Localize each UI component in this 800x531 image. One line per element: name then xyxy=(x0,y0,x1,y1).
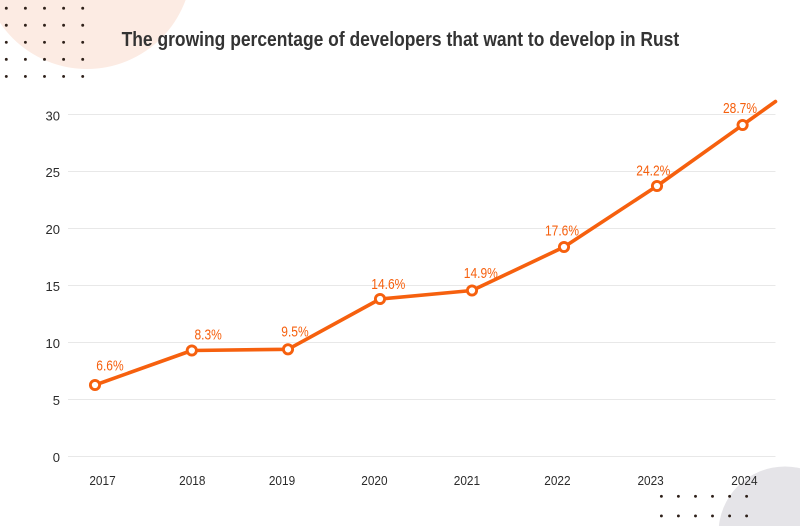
svg-text:2020: 2020 xyxy=(361,473,387,488)
svg-text:5: 5 xyxy=(53,393,60,408)
svg-text:0: 0 xyxy=(53,450,60,465)
svg-text:24.2%: 24.2% xyxy=(636,162,670,178)
svg-text:9.5%: 9.5% xyxy=(281,324,309,340)
svg-text:8.3%: 8.3% xyxy=(195,326,223,342)
svg-text:30: 30 xyxy=(46,108,60,123)
svg-text:2024: 2024 xyxy=(731,473,757,488)
svg-text:2018: 2018 xyxy=(179,473,205,488)
svg-text:20: 20 xyxy=(46,222,60,237)
svg-text:14.9%: 14.9% xyxy=(464,265,498,281)
svg-text:17.6%: 17.6% xyxy=(545,222,579,238)
svg-text:2022: 2022 xyxy=(544,473,570,488)
svg-text:2017: 2017 xyxy=(89,473,115,488)
svg-text:2021: 2021 xyxy=(454,473,480,488)
svg-text:2023: 2023 xyxy=(637,473,663,488)
svg-text:15: 15 xyxy=(46,279,60,294)
svg-text:14.6%: 14.6% xyxy=(371,276,405,292)
svg-text:The growing percentage of deve: The growing percentage of developers tha… xyxy=(122,28,680,50)
svg-text:10: 10 xyxy=(46,336,60,351)
svg-text:28.7%: 28.7% xyxy=(723,100,757,116)
svg-text:25: 25 xyxy=(46,165,60,180)
svg-text:2019: 2019 xyxy=(269,473,295,488)
svg-text:6.6%: 6.6% xyxy=(96,358,124,374)
